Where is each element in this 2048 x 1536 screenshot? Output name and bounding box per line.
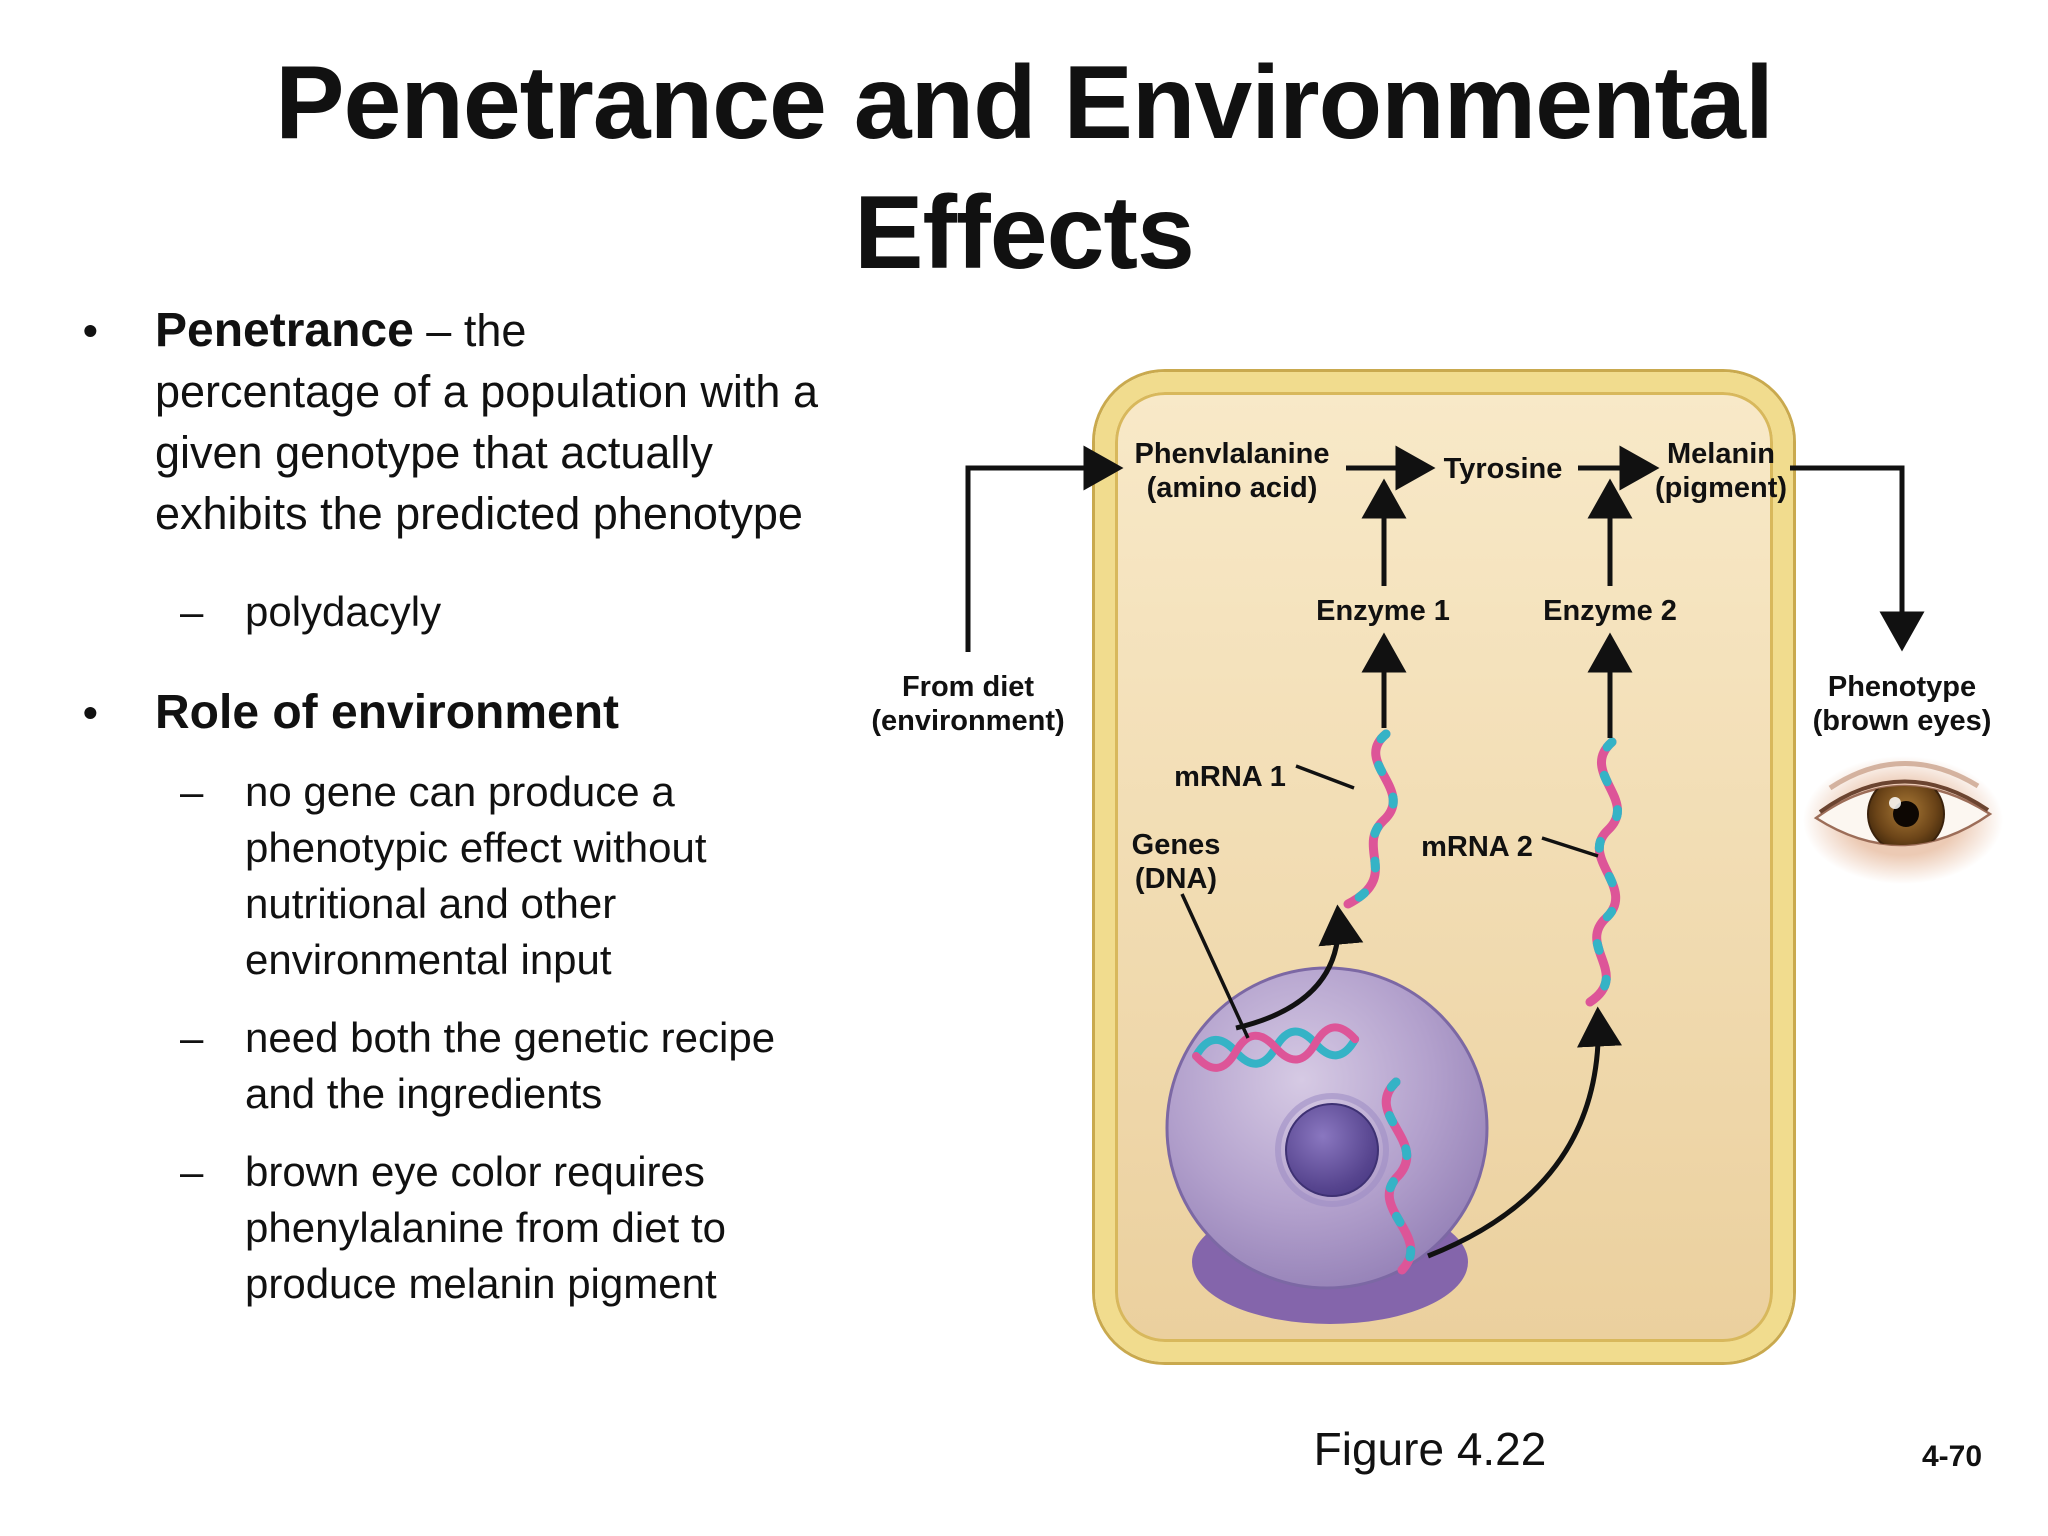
penetrance-term: Penetrance (155, 304, 414, 357)
eye-illustration (1803, 756, 2003, 884)
label-mrna1: mRNA 1 (1174, 761, 1286, 793)
dash-marker: – (180, 768, 204, 815)
bullet-marker: • (83, 307, 98, 354)
role-of-environment-term: Role of environment (155, 686, 620, 739)
dash-marker: – (180, 1014, 204, 1061)
sclera (1813, 784, 1993, 847)
label-tyrosine: Tyrosine (1443, 453, 1563, 485)
penetrance-definition: percentage of a population with a given … (155, 366, 818, 539)
eyelid-crease (1828, 761, 1980, 791)
label-melanin: Melanin (pigment) (1654, 438, 1788, 504)
polydacyly-text: polydacyly (245, 588, 442, 635)
bullet-penetrance: • Penetrance – the percentage of a popul… (55, 300, 845, 544)
slide-page-number: 4-70 (1921, 1440, 1982, 1473)
label-genes: Genes (DNA) (1131, 829, 1221, 895)
upper-eyelid (1818, 779, 1990, 814)
bullet-role-of-environment: • Role of environment (55, 682, 845, 744)
eye-highlight (1889, 797, 1901, 809)
dash-marker: – (180, 1148, 204, 1195)
iris (1867, 785, 1945, 846)
arrow-from-diet-to-phenylalanine (965, 445, 1124, 652)
need-both-text: need both the genetic recipe and the ing… (245, 1014, 776, 1117)
label-enzyme1: Enzyme 1 (1316, 595, 1450, 627)
bullet-list: • Penetrance – the percentage of a popul… (55, 300, 845, 1312)
sub-bullet-brown-eye: – brown eye color requires phenylalanine… (180, 1144, 845, 1312)
arrow-melanin-to-phenotype (1790, 465, 1925, 652)
label-enzyme2: Enzyme 2 (1543, 595, 1677, 627)
brown-eye-text: brown eye color requires phenylalanine f… (245, 1148, 726, 1307)
label-mrna2: mRNA 2 (1421, 831, 1533, 863)
label-from-diet: From diet (environment) (871, 671, 1065, 737)
slide-title: Penetrance and Environmental Effects (275, 45, 1774, 291)
figure-caption: Figure 4.22 (1313, 1423, 1547, 1475)
penetrance-suffix: – the (413, 305, 527, 356)
label-phenylalanine: Phenvlalanine (amino acid) (1134, 438, 1330, 504)
label-phenotype: Phenotype (brown eyes) (1812, 671, 1992, 737)
sub-bullet-need-both: – need both the genetic recipe and the i… (180, 1010, 845, 1122)
sub-bullet-polydacyly: – polydacyly (180, 584, 845, 640)
no-gene-text: no gene can produce a phenotypic effect … (245, 768, 707, 983)
dash-marker: – (180, 588, 204, 635)
sub-bullet-no-gene: – no gene can produce a phenotypic effec… (180, 764, 845, 988)
bullet-penetrance-text: Penetrance – the percentage of a populat… (155, 300, 845, 544)
pupil (1893, 801, 1919, 827)
bullet-marker: • (83, 689, 98, 736)
